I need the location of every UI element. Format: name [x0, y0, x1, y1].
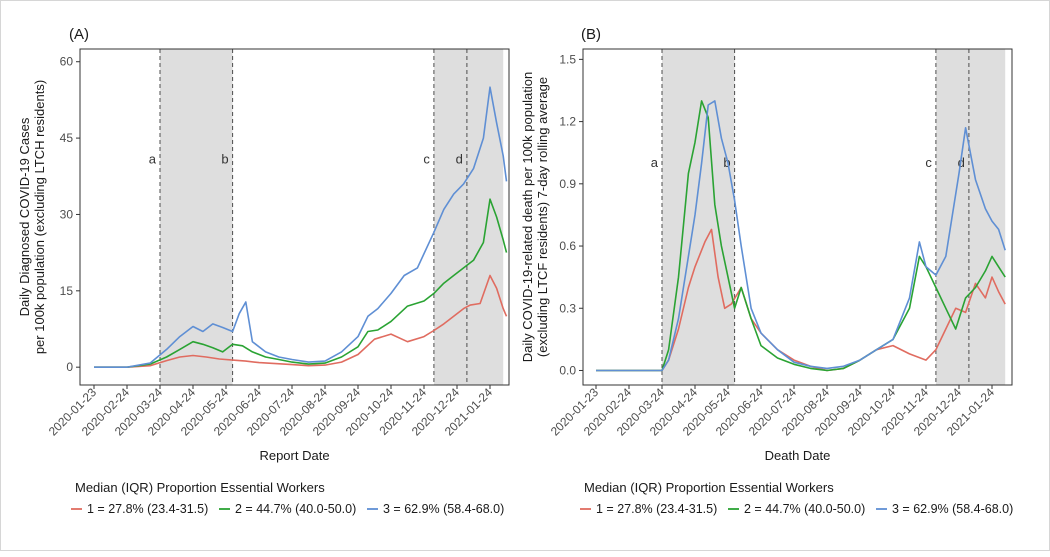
y-axis-title-line1: Daily Diagnosed COVID-19 Cases — [17, 117, 32, 316]
shaded-period — [160, 49, 233, 385]
series-line-3 — [596, 100, 1006, 372]
series-line-1 — [94, 274, 508, 368]
panel-label: (B) — [581, 26, 601, 43]
series-line-2 — [94, 198, 508, 368]
y-tick-label: 45 — [60, 131, 74, 145]
series-line-3 — [94, 86, 508, 368]
event-label: a — [149, 152, 157, 167]
legend: Median (IQR) Proportion Essential Worker… — [71, 480, 504, 516]
legend-title: Median (IQR) Proportion Essential Worker… — [584, 480, 834, 495]
panel-b: a b c d0.00.30.60.91.21.52020-01-232020-02-… — [520, 26, 1013, 516]
shaded-period — [662, 49, 735, 385]
legend-item-label-2: 2 = 44.7% (40.0-50.0) — [744, 502, 865, 516]
y-tick-label: 30 — [60, 207, 74, 221]
y-tick-label: 0.9 — [559, 177, 576, 191]
y-tick-label: 15 — [60, 284, 74, 298]
legend: Median (IQR) Proportion Essential Worker… — [580, 480, 1013, 516]
series-line-2 — [596, 100, 1006, 372]
legend-item-label-1: 1 = 27.8% (23.4-31.5) — [596, 502, 717, 516]
y-tick-label: 1.2 — [559, 115, 576, 129]
event-label: c — [925, 155, 932, 170]
event-label: a — [651, 155, 659, 170]
panel-a: a b c d0153045602020-01-232020-02-242020-03… — [17, 26, 510, 516]
event-label: b — [723, 155, 730, 170]
legend-title: Median (IQR) Proportion Essential Worker… — [75, 480, 325, 495]
legend-item-label-2: 2 = 44.7% (40.0-50.0) — [235, 502, 356, 516]
y-axis-title-line2: per 100k population (excluding LTCH resi… — [32, 80, 47, 354]
y-tick-label: 1.5 — [559, 52, 576, 66]
shaded-period — [433, 49, 504, 385]
event-label: d — [456, 152, 463, 167]
event-label: b — [221, 152, 228, 167]
x-axis-title: Death Date — [765, 448, 831, 463]
x-axis-title: Report Date — [259, 448, 329, 463]
panel-label: (A) — [69, 26, 89, 43]
series-line-1 — [596, 228, 1006, 372]
y-tick-label: 0.0 — [559, 363, 576, 377]
legend-item-label-1: 1 = 27.8% (23.4-31.5) — [87, 502, 208, 516]
event-label: c — [423, 152, 430, 167]
plot-border — [582, 48, 1013, 386]
legend-item-label-3: 3 = 62.9% (58.4-68.0) — [892, 502, 1013, 516]
legend-item-label-3: 3 = 62.9% (58.4-68.0) — [383, 502, 504, 516]
y-axis-title-line2: (excluding LTCF residents) 7-day rolling… — [535, 77, 550, 357]
plot-border — [79, 48, 510, 386]
shaded-period — [935, 49, 1006, 385]
y-axis-title-line1: Daily COVID-19-related death per 100k po… — [520, 72, 535, 363]
y-tick-label: 60 — [60, 55, 74, 69]
y-tick-label: 0.6 — [559, 239, 576, 253]
y-tick-label: 0.3 — [559, 301, 576, 315]
y-tick-label: 0 — [66, 360, 73, 374]
